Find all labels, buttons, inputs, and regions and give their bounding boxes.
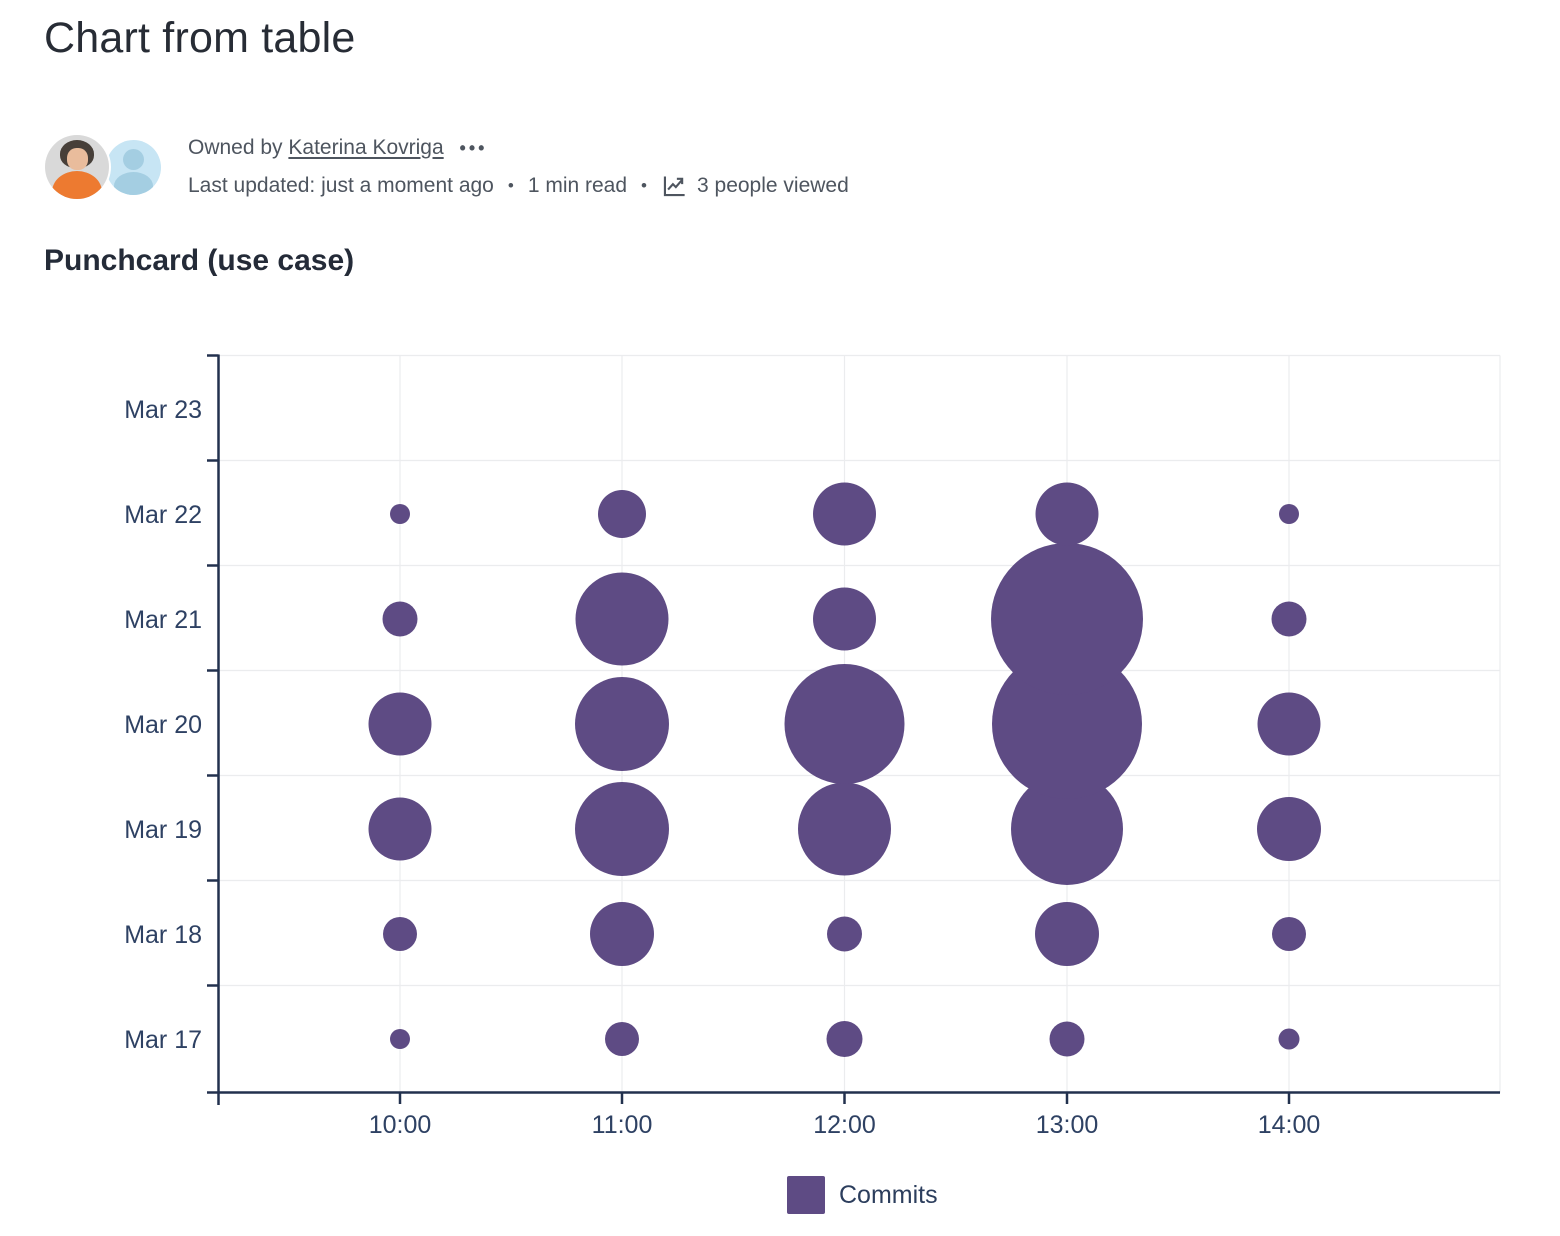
- bubble-mar17-12:00: [826, 1021, 863, 1057]
- read-time-text: 1 min read: [527, 173, 628, 197]
- owned-by-label: Owned by: [188, 136, 283, 159]
- bubble-mar20-13:00: [992, 649, 1142, 799]
- bubble-mar22-10:00: [390, 504, 410, 524]
- bubble-mar21-14:00: [1271, 601, 1307, 637]
- bubble-mar21-12:00: [813, 587, 876, 651]
- avatar-silhouette-head: [123, 149, 144, 170]
- avatar-face: [67, 148, 88, 170]
- views-count-text: 3 people viewed: [697, 173, 849, 197]
- bubble-mar19-11:00: [575, 782, 669, 876]
- x-tick-label: 10:00: [369, 1111, 432, 1139]
- bubble-mar17-14:00: [1278, 1028, 1300, 1050]
- bubble-mar22-13:00: [1035, 482, 1099, 546]
- viewer-avatar-placeholder[interactable]: [106, 140, 161, 195]
- owner-link[interactable]: Katerina Kovriga: [288, 136, 444, 159]
- bubble-mar20-11:00: [575, 677, 669, 771]
- x-tick-label: 14:00: [1258, 1111, 1321, 1139]
- y-tick-label: Mar 18: [124, 921, 202, 949]
- legend-swatch-commits: [787, 1176, 825, 1214]
- y-tick-label: Mar 17: [124, 1026, 202, 1054]
- bubble-mar22-11:00: [598, 490, 646, 538]
- page-title: Chart from table: [44, 14, 356, 62]
- bubble-mar20-10:00: [368, 692, 432, 756]
- separator-dot: •: [641, 175, 647, 195]
- trend-chart-icon: [663, 176, 685, 197]
- bubble-mar20-12:00: [784, 664, 905, 784]
- bubble-mar18-12:00: [827, 916, 862, 952]
- byline-owner-row: Owned by Katerina Kovriga •••: [188, 136, 487, 160]
- y-tick-label: Mar 19: [124, 816, 202, 844]
- bubble-mar18-10:00: [383, 917, 417, 951]
- views-analytics-button[interactable]: 3 people viewed: [661, 172, 849, 199]
- bubble-mar17-11:00: [605, 1022, 639, 1056]
- x-tick-label: 13:00: [1036, 1111, 1099, 1139]
- y-tick-label: Mar 21: [124, 606, 202, 634]
- bubble-mar19-10:00: [368, 797, 432, 861]
- bubble-mar18-14:00: [1272, 917, 1306, 951]
- byline-meta-row: Last updated: just a moment ago • 1 min …: [188, 172, 849, 199]
- avatar-silhouette-body: [114, 172, 153, 195]
- avatar-shirt: [52, 171, 102, 199]
- y-tick-label: Mar 20: [124, 711, 202, 739]
- bubble-mar19-14:00: [1257, 797, 1321, 861]
- more-actions-button[interactable]: •••: [459, 138, 488, 158]
- bubble-mar17-13:00: [1049, 1021, 1085, 1057]
- last-updated-text: Last updated: just a moment ago: [188, 173, 494, 197]
- bubble-mar21-13:00: [991, 543, 1143, 695]
- bubble-mar18-11:00: [590, 902, 654, 966]
- bubble-mar18-13:00: [1035, 902, 1099, 966]
- bubble-mar22-14:00: [1279, 504, 1299, 524]
- owner-avatar[interactable]: [45, 135, 109, 199]
- separator-dot: •: [507, 175, 514, 195]
- x-tick-label: 11:00: [592, 1111, 653, 1139]
- bubble-mar19-13:00: [1011, 773, 1123, 885]
- bubble-mar22-12:00: [813, 482, 876, 546]
- bubble-mar20-14:00: [1257, 692, 1321, 756]
- chart-legend[interactable]: Commits: [787, 1176, 938, 1214]
- legend-label-commits: Commits: [839, 1181, 938, 1209]
- x-tick-label: 12:00: [813, 1111, 876, 1139]
- bubble-mar21-10:00: [382, 601, 418, 637]
- section-heading: Punchcard (use case): [44, 244, 355, 277]
- y-tick-label: Mar 23: [124, 396, 202, 424]
- bubble-mar21-11:00: [575, 572, 669, 666]
- y-tick-label: Mar 22: [124, 501, 202, 529]
- bubble-mar17-10:00: [390, 1029, 410, 1049]
- bubble-mar19-12:00: [798, 782, 891, 876]
